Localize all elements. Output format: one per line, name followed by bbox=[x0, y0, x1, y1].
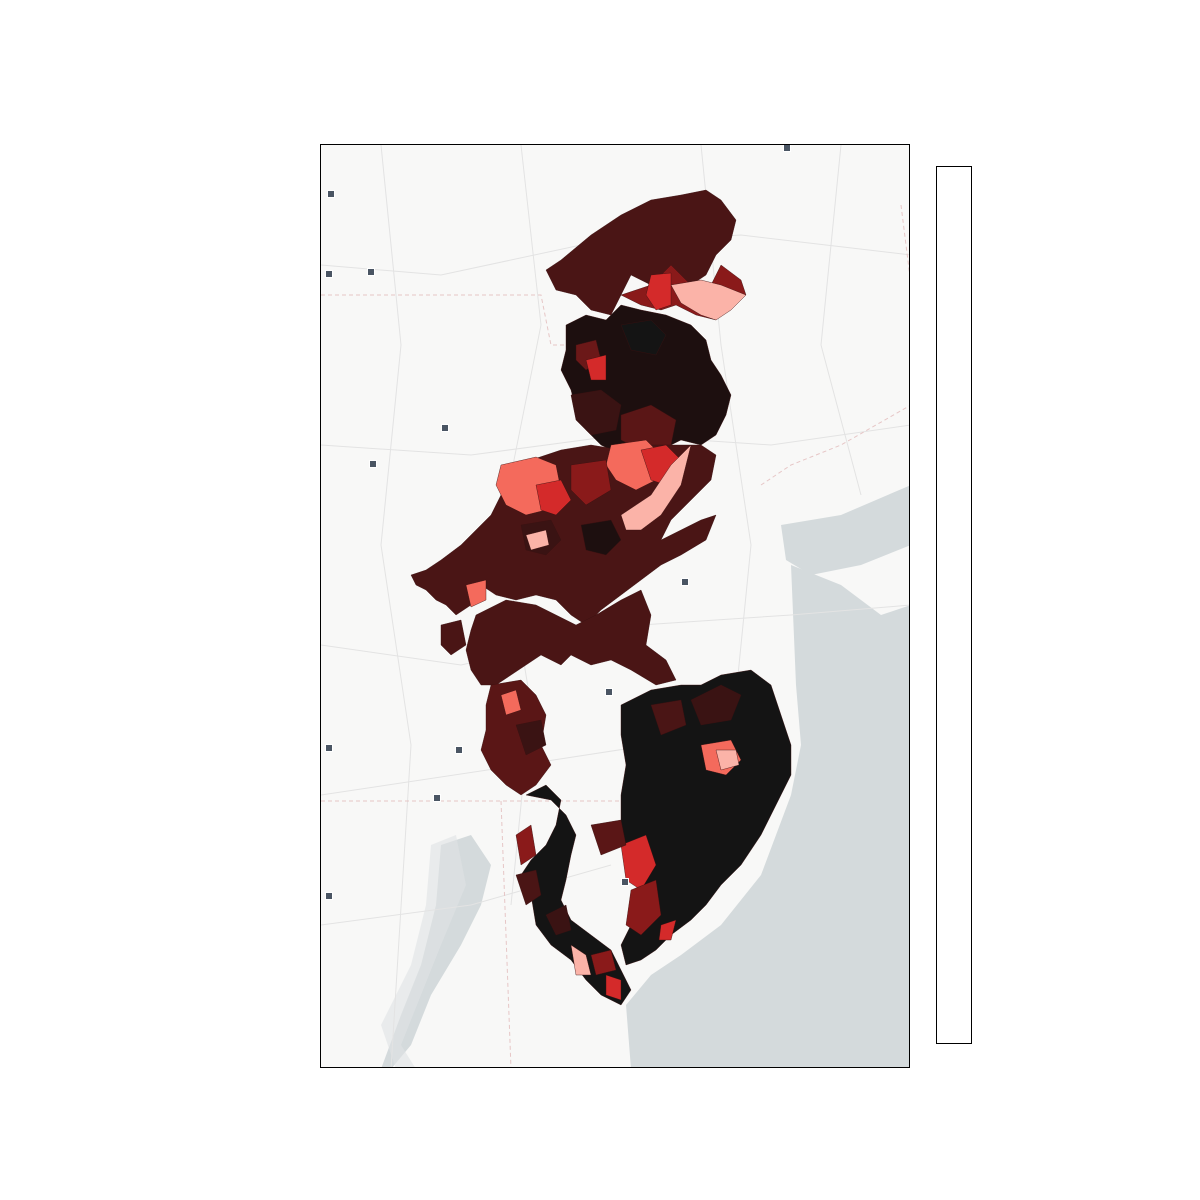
label-binghamton bbox=[363, 261, 375, 280]
label-new-york bbox=[677, 571, 689, 592]
label-york-partial bbox=[321, 737, 333, 756]
label-philadelphia bbox=[451, 739, 463, 760]
huc12-regions bbox=[410, 189, 792, 1006]
long-island-sound bbox=[781, 485, 909, 575]
label-a-partial bbox=[321, 263, 333, 282]
state-borders bbox=[321, 204, 909, 1067]
label-ithaca bbox=[323, 183, 335, 202]
label-wilmington bbox=[429, 787, 441, 806]
colorbar bbox=[936, 166, 972, 1044]
chesapeake-bay bbox=[381, 835, 466, 1067]
label-scranton bbox=[437, 417, 449, 436]
atlantic-ocean bbox=[626, 565, 909, 1067]
label-trenton bbox=[601, 681, 613, 700]
label-wilkes-barre bbox=[365, 453, 377, 472]
basemap-and-choropleth bbox=[321, 145, 909, 1067]
label-baltimore-partial bbox=[321, 885, 333, 906]
label-albany bbox=[779, 145, 791, 156]
label-atlantic-city bbox=[617, 871, 629, 890]
map-panel[interactable] bbox=[320, 144, 910, 1068]
